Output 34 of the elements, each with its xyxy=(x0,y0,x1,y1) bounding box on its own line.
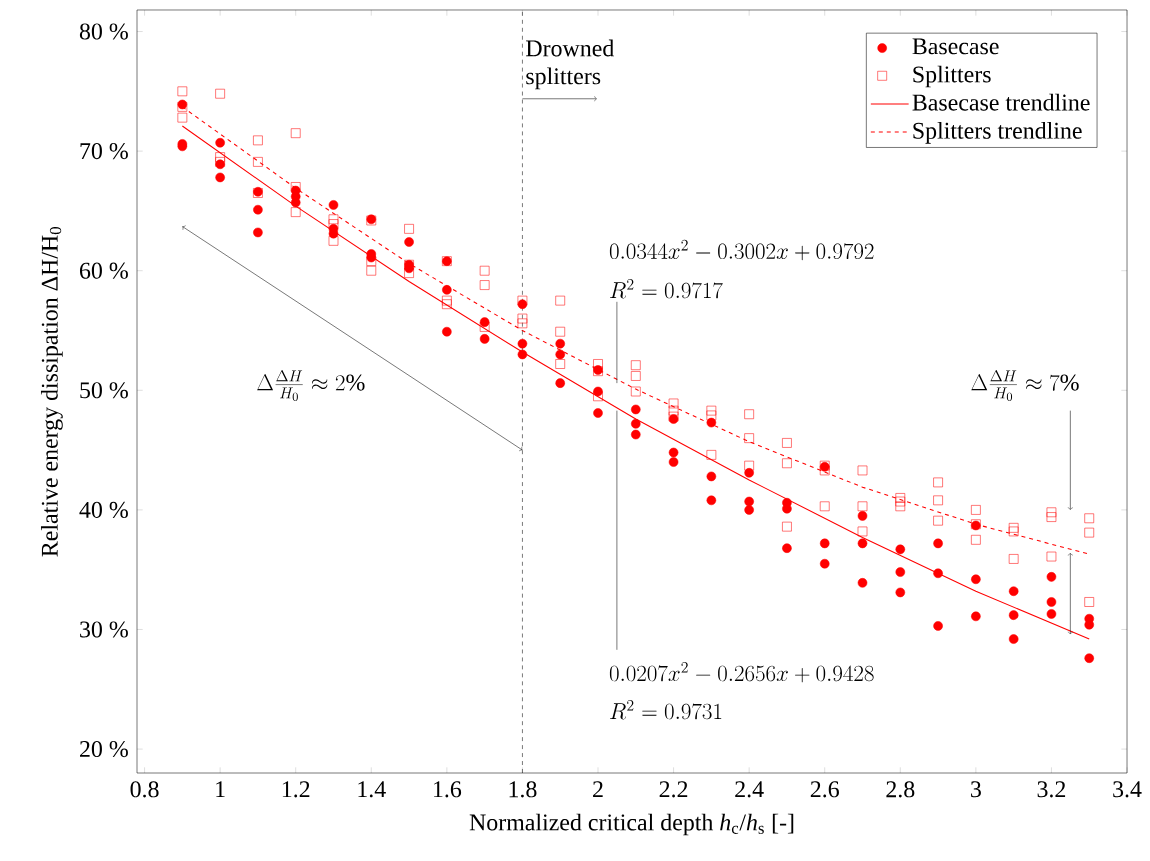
legend-label: Splitters xyxy=(913,65,991,88)
ref-line-label: Drowned splitters xyxy=(526,39,615,90)
y-tick-label: 50 % xyxy=(80,382,128,399)
legend-label: Splitters trendline xyxy=(913,121,1082,144)
x-tick-label: 3 xyxy=(971,781,981,798)
y-tick-label: 30 % xyxy=(80,621,128,638)
x-axis-title: Normalized critical depth h$_{c}$/h$_{s}$ [-] xyxy=(469,813,794,836)
x-tick-label: 2.8 xyxy=(886,781,915,798)
y-tick-label: 60 % xyxy=(79,262,128,279)
y-tick-label: 40 % xyxy=(79,501,128,518)
x-tick-label: 3.2 xyxy=(1037,781,1066,798)
y-tick-label: 80 % xyxy=(79,23,128,40)
annotation: $R^2 = 0.9717$ xyxy=(610,279,723,299)
annotation: $R^2 = 0.9731$ xyxy=(610,699,722,720)
legend-label: Basecase xyxy=(912,38,999,55)
x-tick-label: 1.2 xyxy=(282,781,310,798)
x-tick-label: 1.6 xyxy=(434,781,462,798)
x-tick-label: 2 xyxy=(593,781,603,798)
x-tick-label: 2.4 xyxy=(735,781,764,798)
annotation: $0.0207x^2 - 0.2656x + 0.9428$ xyxy=(609,661,874,683)
y-tick-label: 70 % xyxy=(80,143,128,160)
x-tick-label: 0.8 xyxy=(130,781,159,798)
y-axis-title: Relative energy dissipation ΔH/H$_{0}$ xyxy=(40,227,63,557)
x-tick-label: 1 xyxy=(216,781,225,798)
x-tick-label: 2.2 xyxy=(659,781,688,798)
annotation: $\Delta\frac{\Delta H}{H_0} \approx 2\%$ xyxy=(257,369,365,401)
legend-label: Basecase trendline xyxy=(912,93,1090,111)
y-tick-label: 20 % xyxy=(80,740,128,758)
x-tick-label: 1.8 xyxy=(509,781,537,798)
annotation: $\Delta\frac{\Delta H}{H_0} \approx 7\%$ xyxy=(971,369,1079,401)
x-tick-label: 2.6 xyxy=(810,781,839,798)
x-tick-label: 1.4 xyxy=(358,781,386,798)
x-tick-label: 3.4 xyxy=(1113,781,1142,798)
annotation: $0.0344x^2 - 0.3002x + 0.9792$ xyxy=(609,239,874,261)
